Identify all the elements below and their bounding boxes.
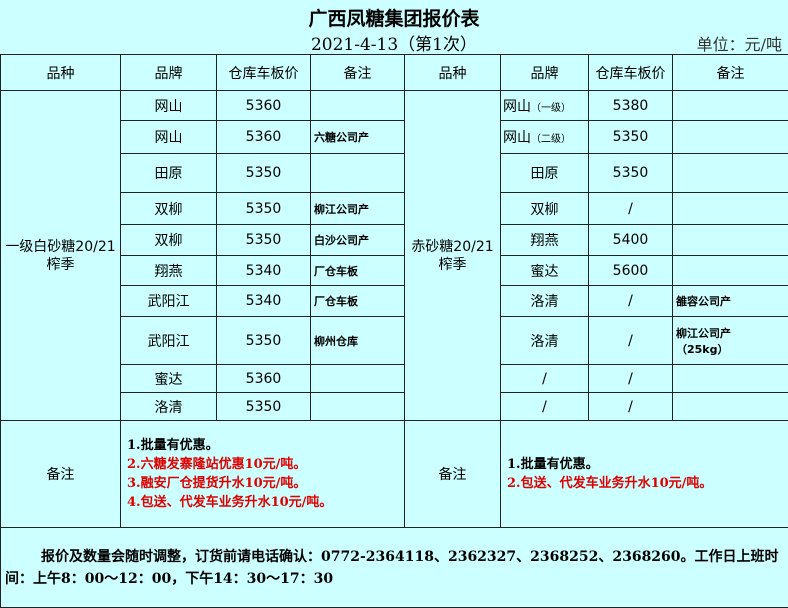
table-row: 一级白砂糖20/21榨季网山 5360 赤砂糖20/21榨季网山（一级）5380 <box>1 91 788 121</box>
remark-item: 1.批量有优惠。 <box>127 436 404 455</box>
note-cell <box>673 121 788 154</box>
price-cell: 5340 <box>217 286 311 317</box>
price-cell: / <box>589 193 673 225</box>
column-header: 备注 <box>311 55 405 91</box>
note-cell <box>311 154 405 193</box>
remark-item: 4.包送、代发车业务升水10元/吨。 <box>127 493 404 512</box>
price-cell: 5600 <box>589 256 673 286</box>
brand-cell: 双柳 <box>121 225 217 256</box>
brand-cell: 洛清 <box>501 317 589 365</box>
price-cell: 5400 <box>589 225 673 256</box>
price-cell: 5350 <box>217 193 311 225</box>
price-cell: 5350 <box>217 317 311 365</box>
brand-cell: / <box>501 365 589 393</box>
remark-item: 3.融安厂仓提货升水10元/吨。 <box>127 474 404 493</box>
remarks-row: 备注 1.批量有优惠。 2.六糖发寨隆站优惠10元/吨。 3.融安厂仓提货升水1… <box>1 421 788 528</box>
brand-cell: 洛清 <box>501 286 589 317</box>
column-header: 品牌 <box>501 55 589 91</box>
note-cell: 白沙公司产 <box>311 225 405 256</box>
brand-cell: / <box>501 393 589 421</box>
brand-cell: 双柳 <box>501 193 589 225</box>
column-header: 品种 <box>1 55 121 91</box>
note-cell <box>673 154 788 193</box>
price-cell: 5340 <box>217 256 311 286</box>
note-cell <box>673 256 788 286</box>
brand-cell: 翔燕 <box>121 256 217 286</box>
price-table: 品种 品牌 仓库车板价 备注 品种 品牌 仓库车板价 备注 一级白砂糖20/21… <box>0 54 788 608</box>
column-header: 仓库车板价 <box>217 55 311 91</box>
header-row: 品种 品牌 仓库车板价 备注 品种 品牌 仓库车板价 备注 <box>1 55 788 91</box>
price-cell: 5350 <box>217 154 311 193</box>
date-subtitle: 2021-4-13（第1次） <box>0 30 788 55</box>
brand-cell: 网山（一级） <box>501 91 589 121</box>
brand-name: 网山 <box>503 99 531 115</box>
brand-cell: 网山 <box>121 91 217 121</box>
price-cell: / <box>589 317 673 365</box>
note-cell: 柳江公司产 <box>311 193 405 225</box>
page-title: 广西凤糖集团报价表 <box>0 4 788 31</box>
column-header: 品牌 <box>121 55 217 91</box>
note-cell: 雒容公司产 <box>673 286 788 317</box>
brand-name: 网山 <box>503 130 531 146</box>
brand-cell: 田原 <box>121 154 217 193</box>
price-cell: 5350 <box>589 154 673 193</box>
note-line: （25kg） <box>676 341 788 357</box>
note-cell: 柳江公司产（25kg） <box>673 317 788 365</box>
note-cell <box>673 193 788 225</box>
unit-label: 单位：元/吨 <box>697 31 782 55</box>
brand-cell: 双柳 <box>121 193 217 225</box>
price-cell: 5360 <box>217 365 311 393</box>
brand-cell: 田原 <box>501 154 589 193</box>
brand-cell: 翔燕 <box>501 225 589 256</box>
note-cell <box>673 393 788 421</box>
brand-cell: 网山 <box>121 121 217 154</box>
brand-cell: 蜜达 <box>121 365 217 393</box>
category-cell: 赤砂糖20/21榨季 <box>405 91 501 421</box>
price-cell: / <box>589 365 673 393</box>
remarks-label: 备注 <box>1 421 121 528</box>
brand-cell: 洛清 <box>121 393 217 421</box>
brand-grade: （一级） <box>531 103 571 114</box>
price-cell: 5350 <box>217 393 311 421</box>
note-line: 柳江公司产 <box>676 325 788 341</box>
brand-cell: 蜜达 <box>501 256 589 286</box>
price-cell: 5360 <box>217 91 311 121</box>
note-cell: 厂仓车板 <box>311 286 405 317</box>
price-cell: / <box>589 286 673 317</box>
column-header: 仓库车板价 <box>589 55 673 91</box>
note-cell: 厂仓车板 <box>311 256 405 286</box>
price-cell: 5380 <box>589 91 673 121</box>
brand-cell: 武阳江 <box>121 286 217 317</box>
note-cell <box>311 393 405 421</box>
column-header: 备注 <box>673 55 788 91</box>
note-cell <box>311 91 405 121</box>
note-cell <box>673 225 788 256</box>
brand-cell: 网山（二级） <box>501 121 589 154</box>
footer-row: 报价及数量会随时调整，订货前请电话确认：0772-2364118、2362327… <box>1 528 788 608</box>
price-cell: 5350 <box>217 225 311 256</box>
note-cell <box>673 91 788 121</box>
note-cell: 六糖公司产 <box>311 121 405 154</box>
remarks-right: 1.批量有优惠。 2.包送、代发车业务升水10元/吨。 <box>501 421 788 528</box>
note-cell: 柳州仓库 <box>311 317 405 365</box>
price-cell: 5360 <box>217 121 311 154</box>
remark-item: 2.包送、代发车业务升水10元/吨。 <box>507 474 788 493</box>
brand-grade: （二级） <box>531 134 571 145</box>
remark-item: 2.六糖发寨隆站优惠10元/吨。 <box>127 455 404 474</box>
price-cell: / <box>589 393 673 421</box>
remarks-label: 备注 <box>405 421 501 528</box>
footer-text: 报价及数量会随时调整，订货前请电话确认：0772-2364118、2362327… <box>5 549 779 587</box>
price-cell: 5350 <box>589 121 673 154</box>
category-cell: 一级白砂糖20/21榨季 <box>1 91 121 421</box>
note-cell <box>673 365 788 393</box>
remarks-left: 1.批量有优惠。 2.六糖发寨隆站优惠10元/吨。 3.融安厂仓提货升水10元/… <box>121 421 405 528</box>
remark-item: 1.批量有优惠。 <box>507 455 788 474</box>
column-header: 品种 <box>405 55 501 91</box>
note-cell <box>311 365 405 393</box>
brand-cell: 武阳江 <box>121 317 217 365</box>
